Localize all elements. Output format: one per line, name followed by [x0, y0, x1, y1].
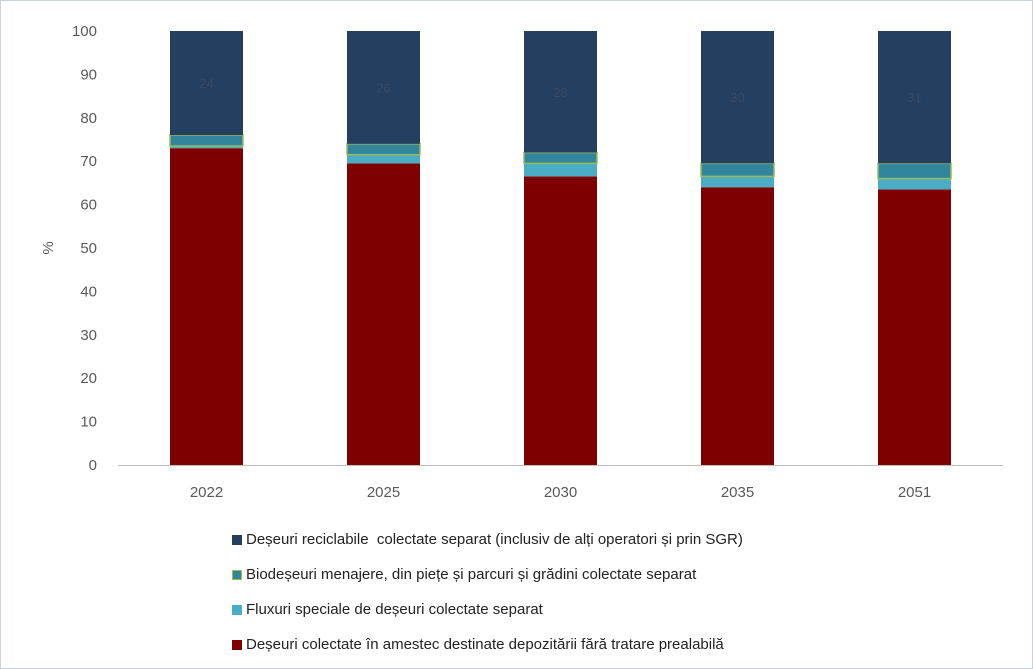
legend-item-biowaste: Biodeșeuri menajere, din piețe și parcur… — [232, 557, 743, 592]
data-label: 26 — [376, 80, 390, 95]
bar-segment-series-1 — [347, 154, 420, 164]
bar-segment-series-3 — [347, 31, 420, 144]
x-tick-label: 2022 — [190, 484, 223, 501]
bar-segment-series-0 — [878, 189, 951, 465]
data-label: 28 — [553, 85, 567, 100]
bar-segment-series-2 — [700, 162, 775, 178]
x-tick-label: 2025 — [367, 484, 400, 501]
y-tick-label: 10 — [80, 414, 97, 431]
y-tick-label: 100 — [72, 23, 97, 40]
bar-segment-series-1 — [878, 178, 951, 190]
legend-item-mixed-waste: Deșeuri colectate în amestec destinate d… — [232, 627, 743, 662]
data-label: 30 — [730, 90, 744, 105]
data-label: 24 — [199, 76, 213, 91]
y-tick-label: 70 — [80, 153, 97, 170]
x-tick-label: 2035 — [721, 484, 754, 501]
bar-segment-series-2 — [169, 134, 244, 147]
y-tick-label: 50 — [80, 240, 97, 257]
y-tick-label: 40 — [80, 283, 97, 300]
bar-segment-series-1 — [701, 176, 774, 188]
bar-segment-series-0 — [701, 187, 774, 466]
bar-segment-series-0 — [170, 148, 243, 465]
bar-segment-series-2 — [523, 151, 598, 165]
y-tick-label: 30 — [80, 327, 97, 344]
legend-label-special-streams: Fluxuri speciale de deșeuri colectate se… — [246, 601, 543, 618]
bar-segment-series-2 — [877, 162, 952, 180]
data-label: 31 — [907, 90, 921, 105]
y-tick-label: 20 — [80, 370, 97, 387]
legend-label-recyclable: Deșeuri reciclabile colectate separat (i… — [246, 531, 743, 548]
bar-segment-series-0 — [347, 163, 420, 465]
bar-segment-series-2 — [346, 143, 421, 156]
legend-item-recyclable: Deșeuri reciclabile colectate separat (i… — [232, 522, 743, 557]
y-tick-label: 60 — [80, 197, 97, 214]
y-tick-label: 90 — [80, 66, 97, 83]
legend-swatch-special-streams — [232, 604, 242, 615]
bar-segment-series-3 — [878, 31, 951, 164]
x-tick-label: 2030 — [544, 484, 577, 501]
bar-segment-series-3 — [701, 31, 774, 164]
legend-swatch-biowaste — [232, 569, 242, 580]
bar-segment-series-1 — [524, 163, 597, 177]
y-axis-label: % — [40, 241, 57, 254]
y-tick-label: 0 — [89, 457, 97, 474]
bar-segment-series-0 — [524, 176, 597, 465]
bar-segment-series-1 — [170, 146, 243, 149]
legend-label-biowaste: Biodeșeuri menajere, din piețe și parcur… — [246, 566, 697, 583]
legend-swatch-recyclable — [232, 534, 242, 545]
bar-segment-series-3 — [524, 31, 597, 153]
y-tick-label: 80 — [80, 110, 97, 127]
bar-segment-series-3 — [170, 31, 243, 136]
x-tick-label: 2051 — [898, 484, 931, 501]
legend-swatch-mixed-waste — [232, 639, 242, 650]
legend: Deșeuri reciclabile colectate separat (i… — [232, 522, 743, 662]
legend-label-mixed-waste: Deșeuri colectate în amestec destinate d… — [246, 636, 724, 653]
legend-item-special-streams: Fluxuri speciale de deșeuri colectate se… — [232, 592, 743, 627]
